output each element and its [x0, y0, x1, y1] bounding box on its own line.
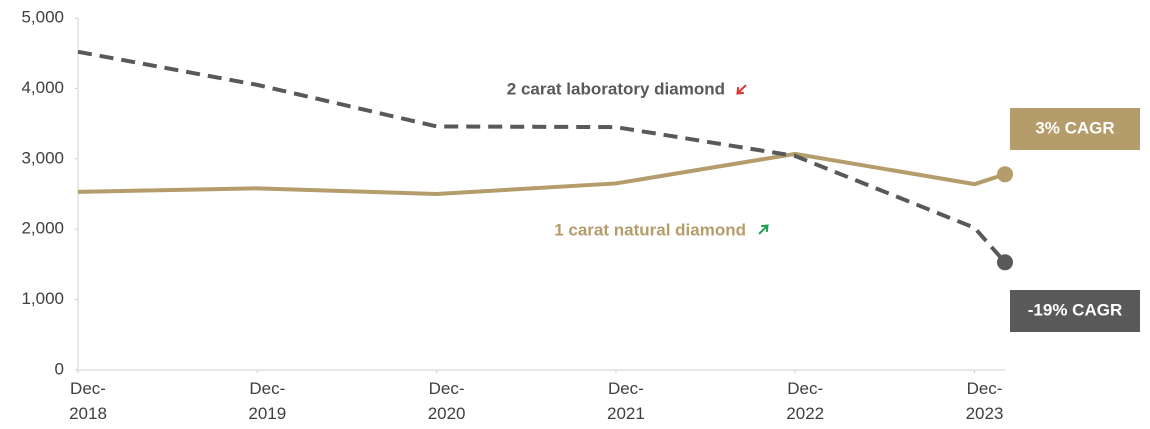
- y-tick-label: 4,000: [21, 78, 64, 97]
- series-label: 2 carat laboratory diamond: [507, 79, 725, 98]
- y-tick-label: 1,000: [21, 289, 64, 308]
- cagr-box: [1010, 108, 1140, 150]
- x-tick-label: Dec- 2020: [428, 379, 466, 423]
- cagr-label: -19% CAGR: [1028, 300, 1122, 319]
- x-tick-label-line: 2019: [248, 404, 286, 423]
- x-tick-label: Dec- 2023: [966, 379, 1004, 423]
- up-arrow-icon: [758, 224, 769, 235]
- cagr-label: 3% CAGR: [1035, 118, 1114, 137]
- x-tick-label-line: 2022: [786, 404, 824, 423]
- y-tick-label: 3,000: [21, 148, 64, 167]
- end-point: [997, 166, 1013, 183]
- x-tick-label-line: Dec-: [967, 379, 1003, 398]
- series-line: [77, 151, 1006, 197]
- cagr-box: [1010, 290, 1140, 332]
- series-label: 1 carat natural diamond: [554, 220, 746, 239]
- y-tick-label: 2,000: [21, 219, 64, 238]
- x-tick-label-line: Dec-: [429, 379, 465, 398]
- x-tick-label: Dec- 2019: [248, 379, 286, 423]
- y-tick-label: 0: [55, 359, 64, 378]
- x-tick-label-line: 2018: [69, 404, 107, 423]
- x-tick-label-line: 2023: [966, 404, 1004, 423]
- x-tick-label-line: Dec-: [70, 379, 106, 398]
- x-tick-label: Dec- 2021: [607, 379, 645, 423]
- end-point: [997, 254, 1013, 271]
- down-arrow-icon: [736, 84, 747, 95]
- y-tick-label: 5,000: [21, 7, 64, 26]
- x-tick-label-line: 2020: [428, 404, 466, 423]
- series-line: [77, 49, 1007, 264]
- x-tick-label-line: Dec-: [608, 379, 644, 398]
- x-tick-label: Dec- 2018: [69, 379, 107, 423]
- x-tick-label-line: Dec-: [249, 379, 285, 398]
- x-tick-label-line: Dec-: [787, 379, 823, 398]
- x-tick-label-line: 2021: [607, 404, 645, 423]
- x-tick-label: Dec- 2022: [786, 379, 824, 423]
